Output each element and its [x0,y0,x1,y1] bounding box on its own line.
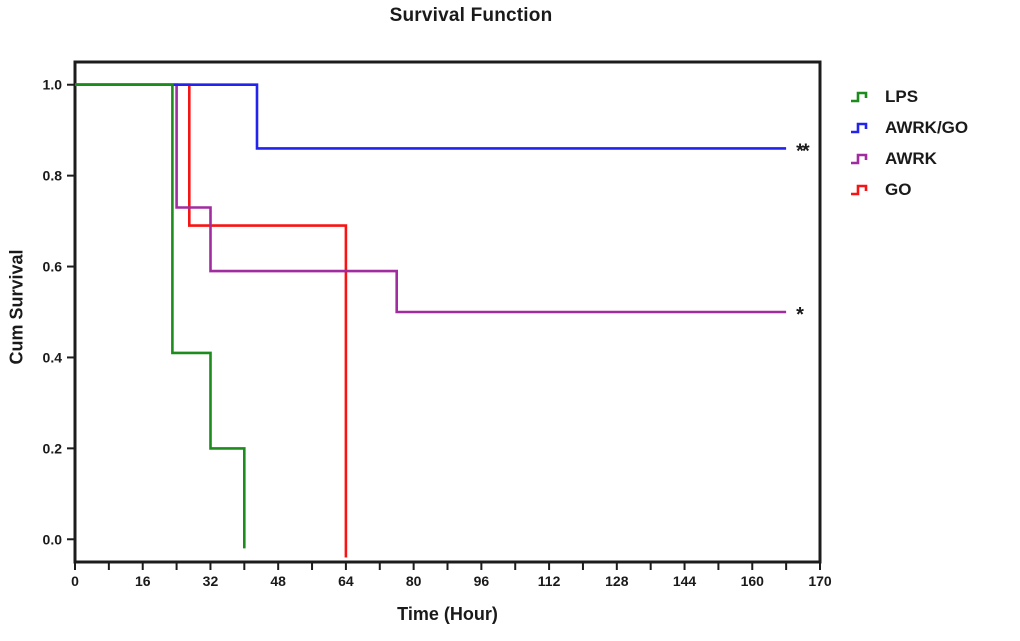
series-line-awrk [75,83,787,314]
legend-item-awrk-go: AWRK/GO [846,112,968,143]
chart-title: Survival Function [389,5,553,26]
x-tick-label: 128 [605,573,629,589]
series-line-lps [75,83,246,549]
legend-label-go: GO [885,180,912,199]
x-tick-label: 64 [338,573,354,589]
y-tick-label: 0.0 [43,531,63,547]
legend-label-lps: LPS [885,87,919,106]
y-tick-label: 1.0 [43,77,63,93]
x-tick-label: 32 [203,573,219,589]
step-line-icon-lps [851,91,868,102]
x-tick-label: 48 [270,573,286,589]
significance-marker-awrk: * [796,304,804,326]
step-line-icon-awrk [851,153,868,164]
series-line-awrk-go [75,83,787,150]
legend-item-awrk: AWRK [846,143,968,174]
legend-label-awrk: AWRK [885,149,937,168]
legend-item-lps: LPS [846,81,968,112]
x-tick-label: 96 [474,573,490,589]
x-tick-label: 80 [406,573,422,589]
y-tick-label: 0.2 [43,440,63,456]
y-tick-label: 0.8 [43,168,63,184]
x-axis-title: Time (Hour) [397,604,498,624]
x-tick-label: 144 [673,573,697,589]
y-tick-label: 0.6 [43,259,63,275]
significance-marker-awrk-go: ** [796,140,810,162]
y-tick-label: 0.4 [43,349,63,365]
step-line-icon-awrk-go [851,122,868,133]
x-tick-label: 0 [71,573,79,589]
legend-label-awrk-go: AWRK/GO [885,118,969,137]
legend-item-go: GO [846,174,968,205]
x-end-tick-label: 170 [808,573,832,589]
x-tick-label: 112 [538,573,561,589]
legend: LPS AWRK/GO AWRK GO [846,81,968,205]
x-tick-label: 16 [135,573,151,589]
series-line-go [75,83,348,558]
x-tick-label: 160 [741,573,765,589]
step-line-icon-go [851,184,868,195]
plot-frame [73,60,822,564]
